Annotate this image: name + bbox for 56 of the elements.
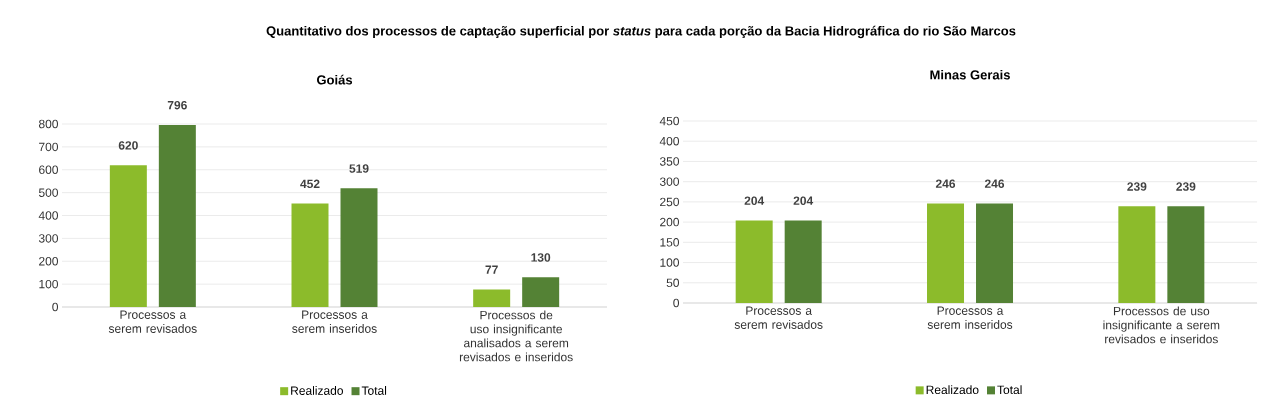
y-tick-label: 300 [38,234,59,243]
bar [735,220,773,303]
y-tick-label: 450 [659,116,680,126]
bar [109,165,147,307]
data-label: 452 [300,179,320,189]
data-label: 246 [984,179,1005,188]
y-tick-label: 700 [39,142,59,152]
bar [522,277,560,307]
x-tick-label: Processos a serem inseridos [292,310,377,333]
y-tick-label: 400 [659,136,680,146]
bar [340,188,378,307]
bar [784,220,822,303]
legend-label: Realizado [926,385,979,395]
data-label: 620 [118,141,138,150]
data-label: 246 [935,179,956,188]
chart-title: Goiás [316,74,353,85]
y-tick-label: 100 [660,258,680,267]
bar [927,203,965,303]
y-tick-label: 100 [39,279,59,289]
data-label: 204 [793,196,814,205]
data-label: 796 [167,100,187,110]
legend-label: Total [997,385,1022,395]
data-label: 77 [485,265,498,274]
y-tick-label: 800 [38,119,59,129]
y-tick-label: 0 [673,298,680,308]
chart-title: Minas Gerais [930,69,1010,80]
y-tick-label: 0 [52,302,59,312]
x-tick-label: Processos a serem revisados [108,310,197,333]
y-tick-label: 200 [660,217,680,227]
bar [1118,206,1156,303]
data-label: 204 [744,196,765,205]
y-tick-label: 300 [659,177,680,186]
bar [291,203,329,307]
y-tick-label: 400 [38,211,59,220]
y-tick-label: 150 [660,238,680,247]
y-tick-label: 600 [39,165,59,175]
bar [158,124,196,307]
y-tick-label: 200 [39,257,59,266]
y-tick-label: 350 [659,157,680,166]
x-tick-label: Processos de uso insignificante a serem revisados e inseridos [1103,306,1220,344]
data-label: 519 [349,164,369,173]
data-label: 239 [1176,182,1196,191]
bar [976,203,1014,303]
y-tick-label: 250 [660,197,680,207]
x-tick-label: Processos de uso insignificante analisados a serem revisados e inseridos [459,310,573,362]
bar [1167,206,1205,303]
y-tick-label: 500 [38,188,59,197]
text: Quantitativo dos processos de captação superficial por status para cada porção da Bacia Hidrográfica do rio São Marcos [266,25,1016,39]
legend-label: Realizado [291,386,343,395]
data-label: 130 [531,253,551,262]
x-tick-label: Processos a serem revisados [734,306,823,329]
data-label: 239 [1127,182,1147,191]
x-tick-label: Processos a serem inseridos [927,306,1013,329]
bar [473,289,511,307]
legend-label: Total [361,386,387,395]
y-tick-label: 50 [666,278,680,288]
